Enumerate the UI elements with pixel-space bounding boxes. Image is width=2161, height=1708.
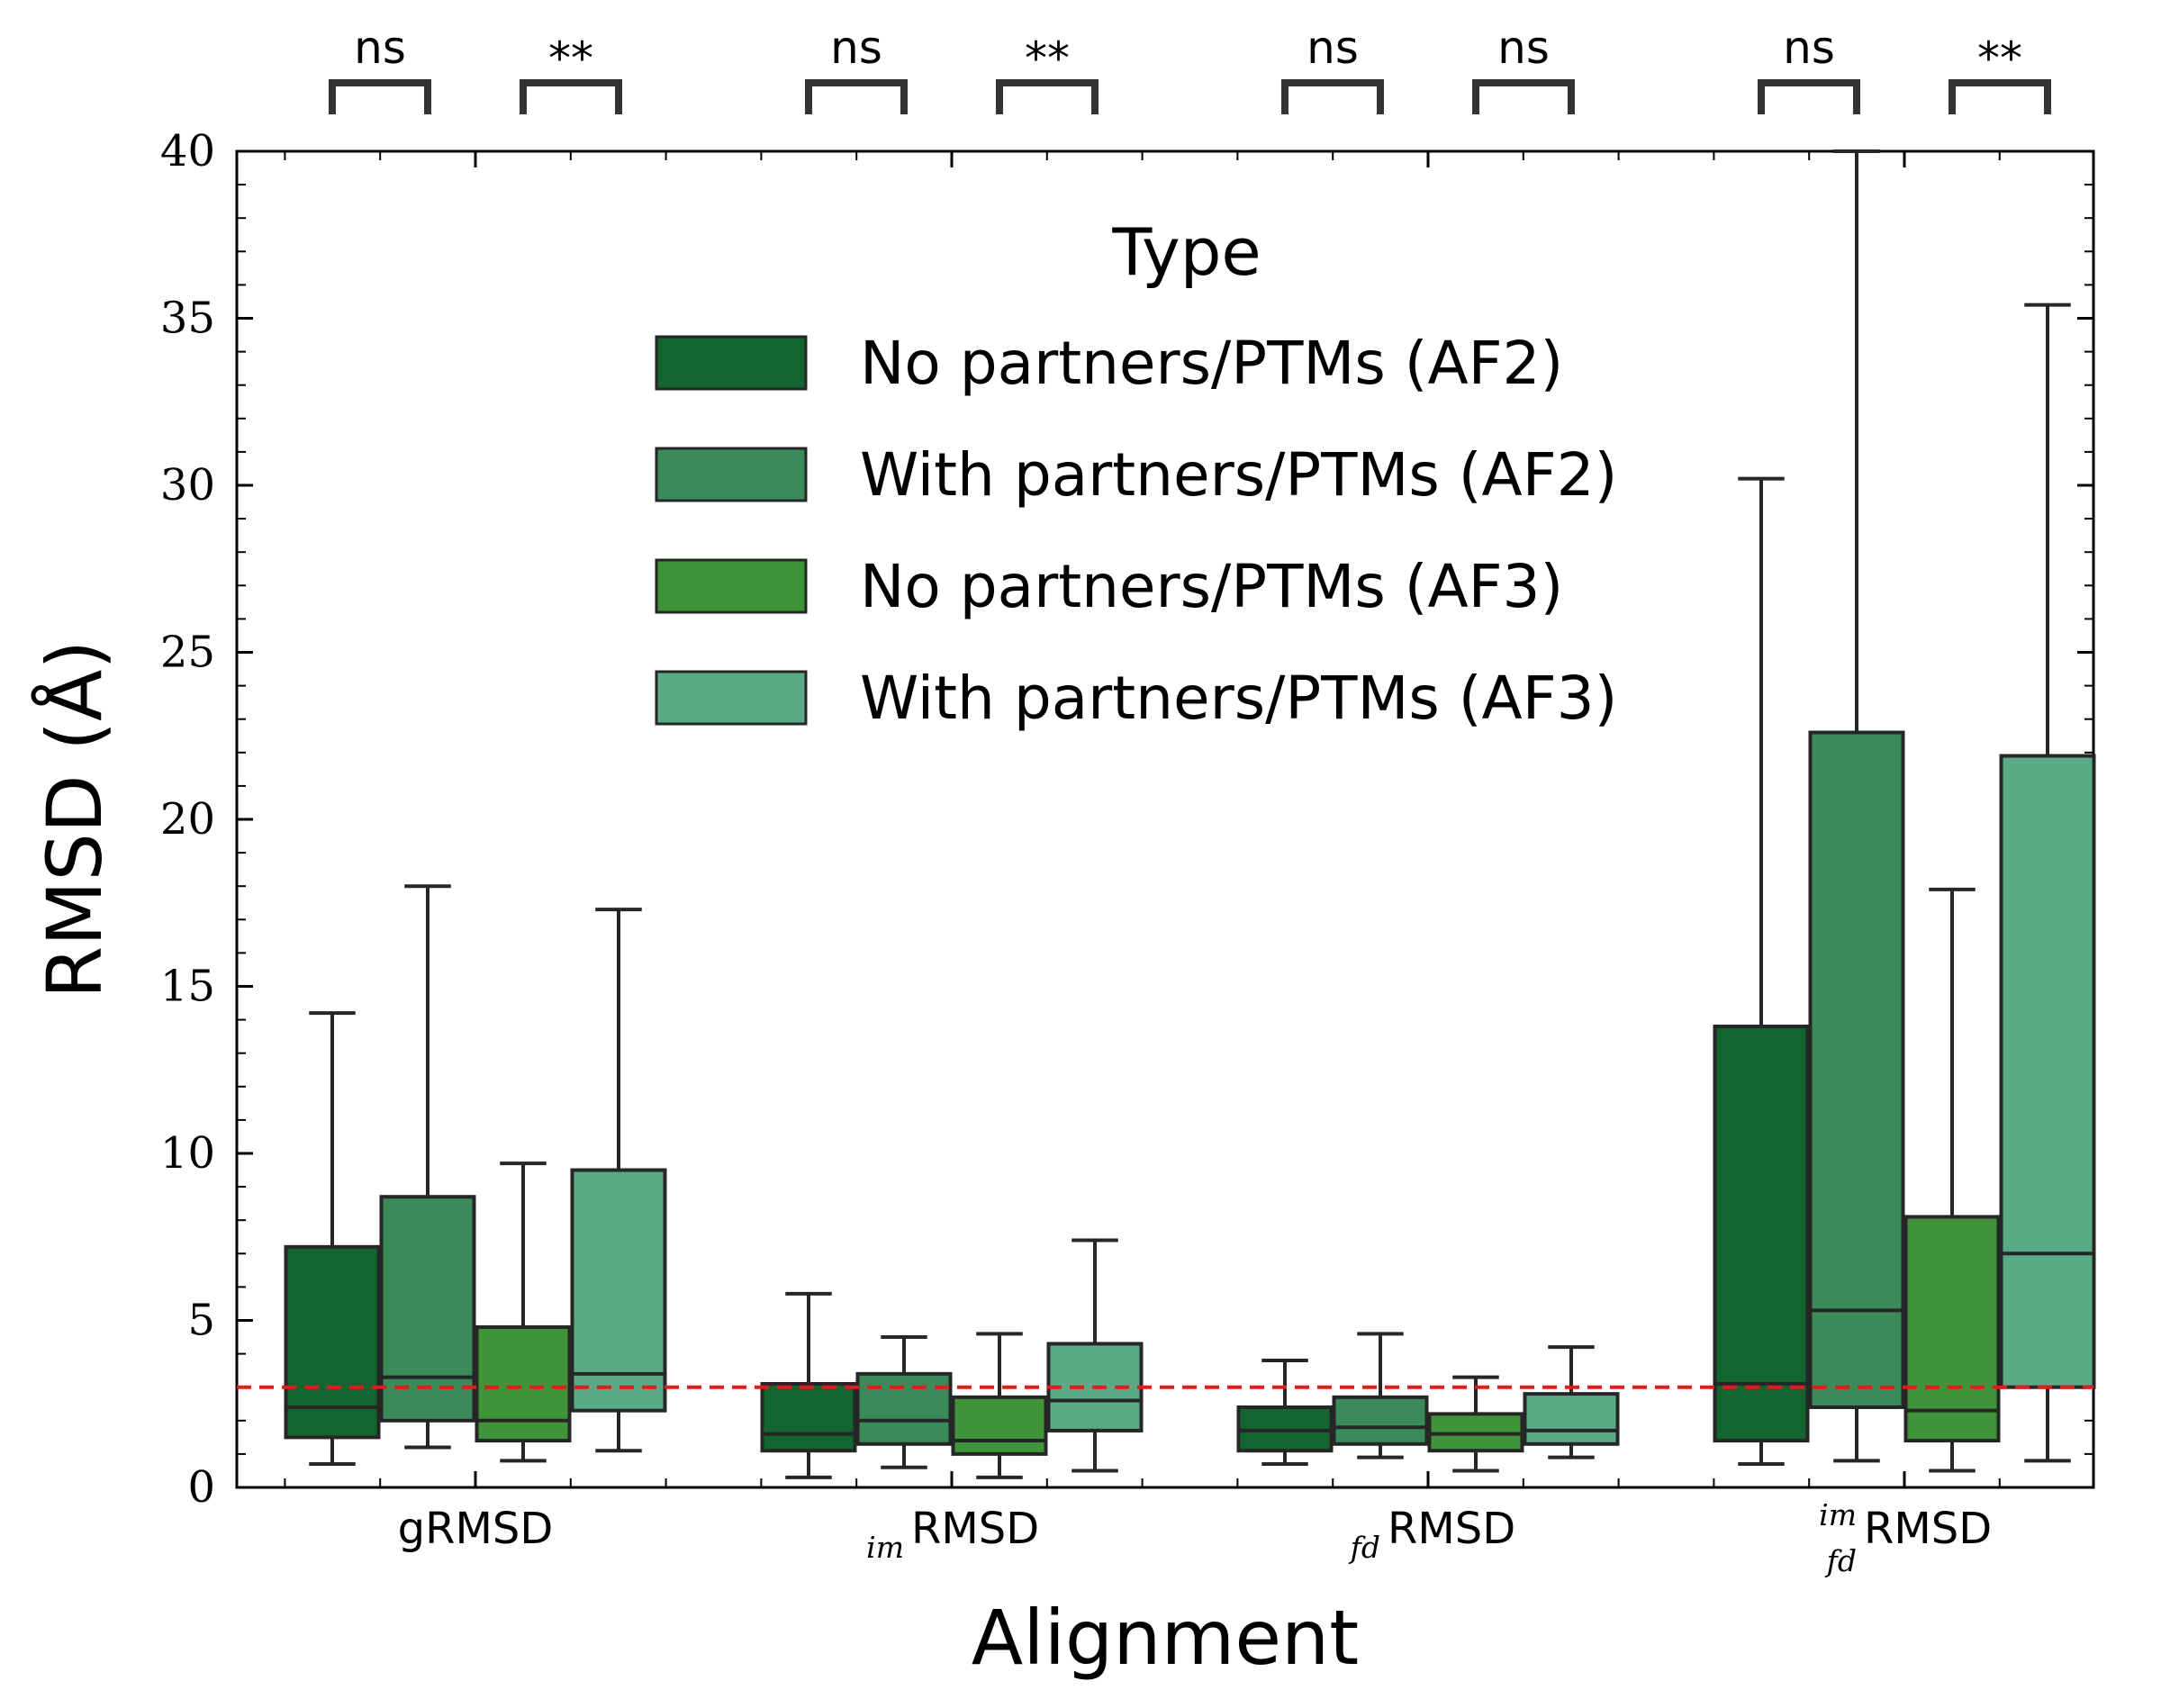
x-tick-label-0: gRMSD	[398, 1504, 554, 1554]
legend-entry-0: No partners/PTMs (AF2)	[655, 329, 1563, 398]
significance-label: **	[1025, 32, 1070, 85]
y-axis-label: RMSD (Å)	[30, 640, 119, 999]
series-2	[475, 887, 2001, 1479]
significance-bracket	[329, 79, 431, 114]
legend-swatch	[655, 447, 808, 502]
legend-swatch	[655, 670, 808, 726]
legend-title: Type	[1111, 214, 1261, 290]
box-1-3	[1808, 149, 1905, 1463]
box-iqr	[1903, 1215, 2001, 1443]
legend: Type No partners/PTMs (AF2) With partners/…	[655, 214, 1617, 733]
legend-label: No partners/PTMs (AF2)	[860, 329, 1563, 398]
series-0	[284, 476, 1810, 1479]
x-tick-label-main: RMSD	[1388, 1504, 1515, 1554]
y-tick-label: 5	[187, 1296, 215, 1346]
box-0-3	[1713, 476, 1810, 1467]
x-tick-label-main: RMSD	[911, 1504, 1039, 1554]
significance-label: **	[548, 32, 593, 85]
y-tick-label: 40	[160, 126, 215, 176]
series-3	[570, 303, 2096, 1473]
y-tick-label: 25	[160, 628, 215, 678]
box-0-2	[1236, 1359, 1334, 1467]
box-0-0	[284, 1011, 381, 1467]
significance-bracket	[520, 79, 622, 114]
y-tick-label: 30	[160, 460, 215, 511]
legend-label: No partners/PTMs (AF3)	[860, 552, 1563, 621]
box-iqr	[1332, 1395, 1429, 1446]
x-tick-label-2: fd RMSD	[1348, 1504, 1516, 1565]
significance-bracket	[1758, 79, 1860, 114]
box-2-1	[951, 1332, 1048, 1479]
y-tick-label: 35	[160, 294, 215, 344]
significance-bracket	[1472, 79, 1575, 114]
box-3-3	[1999, 303, 2096, 1463]
box-iqr	[570, 1168, 667, 1413]
legend-entry-3: With partners/PTMs (AF3)	[655, 664, 1617, 733]
y-tick-label: 0	[187, 1462, 215, 1513]
x-tick-label-1: im RMSD	[866, 1504, 1039, 1565]
x-tick-label-sub: fd	[1348, 1530, 1380, 1565]
significance-6: ns	[1758, 22, 1860, 114]
box-iqr	[1999, 754, 2096, 1389]
box-1-2	[1332, 1332, 1429, 1459]
legend-swatch	[655, 335, 808, 391]
x-axis-label: Alignment	[972, 1594, 1359, 1682]
x-tick-label-main: RMSD	[1864, 1504, 1992, 1554]
box-iqr	[1808, 730, 1905, 1409]
box-0-1	[760, 1291, 857, 1479]
box-3-0	[570, 908, 667, 1453]
box-3-2	[1523, 1345, 1620, 1459]
significance-bracket	[1281, 79, 1384, 114]
legend-label: With partners/PTMs (AF2)	[860, 440, 1617, 510]
significance-bracket	[1949, 79, 2051, 114]
box-3-1	[1046, 1238, 1144, 1473]
box-iqr	[1523, 1392, 1620, 1446]
box-2-3	[1903, 887, 2001, 1473]
box-2-0	[475, 1161, 572, 1463]
x-tick-label-main: gRMSD	[398, 1504, 554, 1554]
legend-swatch	[655, 558, 808, 614]
significance-label: ns	[354, 22, 406, 74]
significance-label: ns	[1307, 22, 1359, 74]
significance-7: **	[1949, 32, 2051, 114]
y-tick-label: 10	[160, 1128, 215, 1179]
box-1-0	[379, 884, 476, 1450]
box-iqr	[760, 1381, 857, 1453]
significance-label: **	[1977, 32, 2022, 85]
x-tick-label-sub: fd	[1824, 1543, 1857, 1578]
box-iqr	[855, 1371, 953, 1446]
significance-label: ns	[1783, 22, 1835, 74]
significance-label: ns	[1497, 22, 1550, 74]
significance-label: ns	[830, 22, 882, 74]
y-tick-label: 15	[160, 962, 215, 1012]
significance-2: ns	[805, 22, 908, 114]
box-iqr	[475, 1324, 572, 1443]
box-2-2	[1427, 1375, 1524, 1473]
legend-entry-1: With partners/PTMs (AF2)	[655, 440, 1617, 510]
significance-bracket	[996, 79, 1099, 114]
box-iqr	[1713, 1025, 1810, 1443]
box-1-1	[855, 1335, 953, 1469]
significance-4: ns	[1281, 22, 1384, 114]
significance-bracket	[805, 79, 908, 114]
box-iqr	[951, 1395, 1048, 1456]
y-tick-label: 20	[160, 794, 215, 845]
x-tick-label-sub: im	[866, 1530, 904, 1565]
significance-3: **	[996, 32, 1099, 114]
significance-5: ns	[1472, 22, 1575, 114]
significance-1: **	[520, 32, 622, 114]
legend-entry-2: No partners/PTMs (AF3)	[655, 552, 1563, 621]
legend-label: With partners/PTMs (AF3)	[860, 664, 1617, 733]
significance-0: ns	[329, 22, 431, 114]
x-tick-label-sup: im	[1819, 1497, 1857, 1532]
box-iqr	[379, 1195, 476, 1423]
series-1	[379, 149, 1905, 1469]
